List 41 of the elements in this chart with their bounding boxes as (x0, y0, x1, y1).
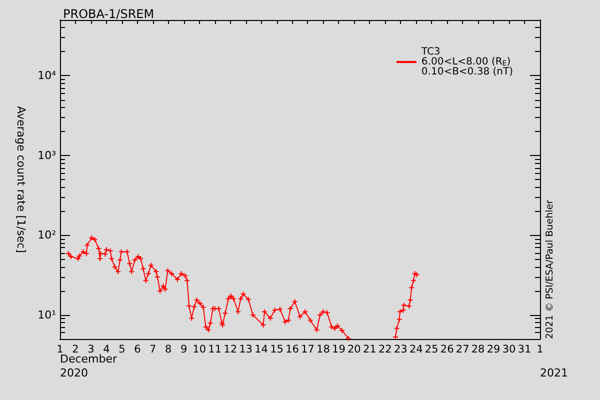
x-tick-label: 7 (150, 344, 156, 356)
x-tick-label: 24 (409, 344, 424, 356)
x-tick-label: 26 (440, 344, 454, 356)
x-tick-label: 14 (254, 344, 268, 356)
x-tick-label: 2 (72, 344, 79, 356)
x-tick-label: 9 (180, 344, 188, 356)
y-tick-label: 10³ (38, 148, 56, 162)
x-tick-label: 11 (208, 344, 222, 356)
text: 2021 (540, 366, 568, 380)
x-tick-label: 31 (518, 344, 532, 356)
x-tick-label: 12 (224, 344, 238, 356)
y-tick-label: 10¹ (38, 308, 56, 322)
y-tick-label: 10⁴ (38, 69, 57, 82)
x-tick-label: 20 (348, 344, 361, 356)
x-tick-label: 19 (332, 344, 346, 356)
x-tick-label: 23 (394, 344, 408, 356)
x-tick-label: 5 (118, 344, 126, 356)
y-axis-title: Average count rate [1/sec] (14, 106, 28, 253)
x-tick-label: 3 (88, 344, 94, 356)
x-tick-label: 29 (486, 344, 500, 356)
x-tick-label: 17 (301, 344, 314, 356)
x-tick-label: 22 (378, 344, 392, 356)
x-tick-label: 1 (536, 344, 544, 356)
x-axis-title: December 2020 (60, 352, 118, 380)
x-tick-label: 18 (316, 344, 330, 356)
x-tick-label: 13 (239, 344, 252, 356)
x-tick-label: 8 (165, 344, 172, 356)
x-tick-label: 1 (56, 344, 64, 356)
text: 2021 © PSI/ESA/Paul Buehler (544, 200, 556, 339)
x-tick-label: 21 (362, 344, 376, 356)
x-tick-label: 25 (424, 344, 438, 356)
x-tick-label: 6 (134, 344, 142, 356)
chart-title: PROBA-1/SREM (63, 7, 154, 21)
x-tick-label: 28 (471, 344, 485, 356)
x-tick-label: 27 (456, 344, 470, 356)
x-tick-label: 4 (103, 344, 110, 356)
y-tick-label: 10² (38, 228, 56, 242)
x-tick-label: 15 (270, 344, 284, 356)
x-tick-label: 16 (286, 344, 300, 356)
x-tick-label: 30 (502, 344, 516, 356)
x-tick-label: 10 (192, 344, 206, 356)
